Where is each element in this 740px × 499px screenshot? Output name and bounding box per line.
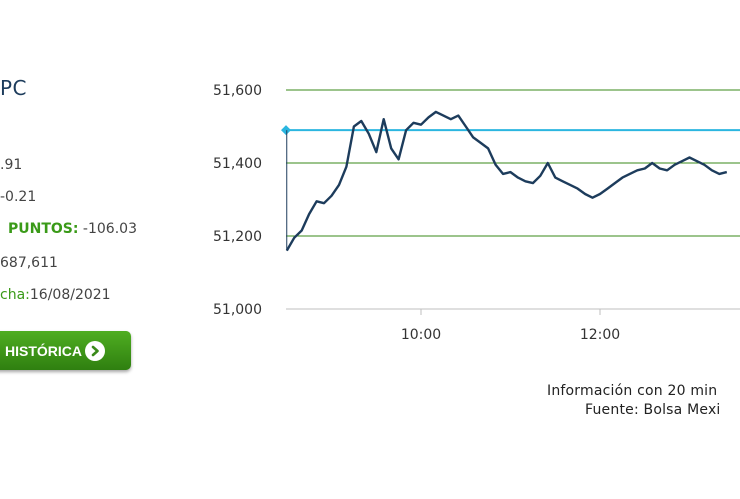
stat-last-value: .91 [0, 157, 22, 173]
price-series [285, 110, 728, 252]
chart-grid [286, 89, 740, 310]
index-title: PC [0, 76, 28, 100]
x-tick-label: 10:00 [401, 327, 441, 343]
y-axis-ticks: 51,000 51,200 51,400 51,600 [213, 83, 262, 318]
y-tick-label: 51,200 [213, 229, 262, 245]
y-tick-label: 51,600 [213, 83, 262, 99]
stat-points-value: -106.03 [78, 221, 137, 237]
stat-volume-number: 687,611 [0, 255, 58, 271]
stat-change-percent-number: -0.21 [0, 189, 37, 205]
stat-date-label: cha: [0, 287, 30, 303]
stat-date-value: 16/08/2021 [29, 287, 111, 303]
arrow-right-circle-icon [85, 340, 105, 361]
stat-date: cha:16/08/2021 [0, 287, 111, 303]
history-button-label: HISTÓRICA [5, 342, 82, 359]
reference-marker [281, 125, 291, 136]
stat-points: PUNTOS: -106.03 [8, 221, 137, 237]
source-note: Fuente: Bolsa Mexi [585, 402, 721, 418]
y-tick-label: 51,400 [213, 156, 262, 172]
stat-volume: 687,611 [0, 255, 58, 271]
stat-change-percent: -0.21 [0, 189, 36, 205]
stat-points-label: PUNTOS: [8, 221, 79, 237]
x-axis-ticks: 10:00 12:00 [401, 309, 620, 343]
price-line [285, 110, 728, 252]
y-tick-label: 51,000 [213, 302, 262, 318]
stat-last-value-number: .91 [0, 157, 23, 173]
footer-notes: Información con 20 min Fuente: Bolsa Mex… [547, 383, 721, 421]
reference-line [281, 125, 740, 136]
history-button[interactable]: HISTÓRICA [0, 331, 131, 370]
index-summary-panel: PC .91 -0.21 PUNTOS: -106.03 687,611 cha… [0, 0, 170, 499]
x-tick-label: 12:00 [580, 327, 620, 343]
delay-note: Información con 20 min [547, 383, 718, 399]
